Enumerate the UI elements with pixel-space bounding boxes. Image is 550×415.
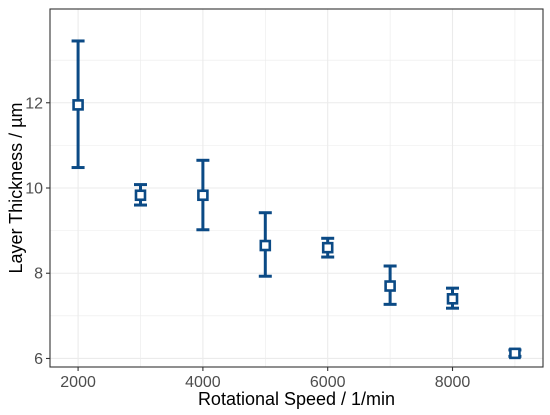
axes: 2000 4000 6000 8000 6 8 10 12 xyxy=(25,95,470,391)
data-point xyxy=(259,239,272,252)
y-axis-title: Layer Thickness / µm xyxy=(6,102,26,273)
x-tick-label: 8000 xyxy=(435,374,471,391)
y-tick-label: 12 xyxy=(25,95,43,112)
y-tick-label: 8 xyxy=(34,266,43,283)
data-point xyxy=(197,189,209,202)
data-point xyxy=(509,347,521,360)
x-tick-label: 4000 xyxy=(185,374,221,391)
data-point xyxy=(446,293,459,305)
data-point xyxy=(321,241,334,254)
data-point xyxy=(72,99,84,111)
y-tick-label: 10 xyxy=(25,181,43,198)
x-tick-label: 2000 xyxy=(60,374,96,391)
error-bars xyxy=(71,39,522,358)
y-tick-label: 6 xyxy=(34,351,43,368)
data-point xyxy=(384,280,396,292)
data-point xyxy=(134,189,147,202)
data-points xyxy=(72,99,521,360)
x-tick-label: 6000 xyxy=(310,374,346,391)
x-axis-title: Rotational Speed / 1/min xyxy=(198,389,395,409)
